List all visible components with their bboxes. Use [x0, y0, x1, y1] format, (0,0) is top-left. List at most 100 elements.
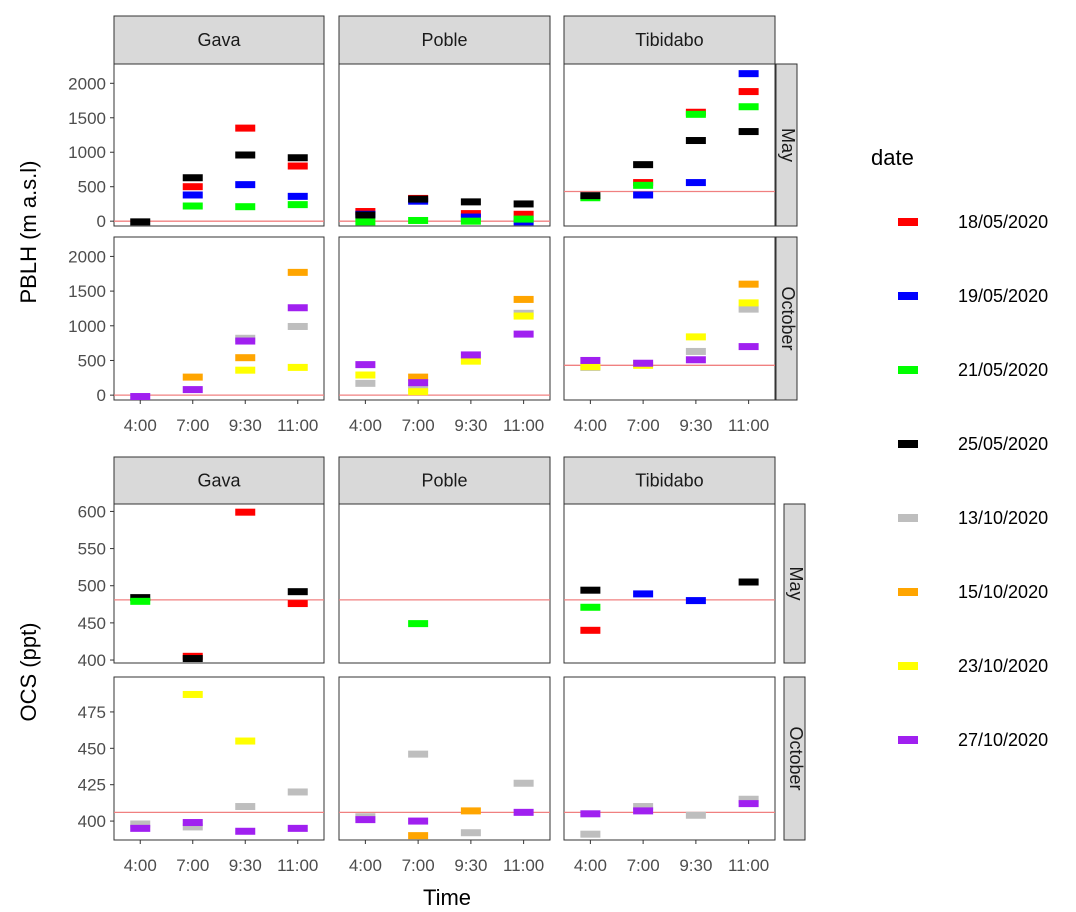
legend-key	[898, 440, 918, 448]
data-point	[130, 820, 151, 828]
row-label-may: May	[786, 566, 806, 600]
data-point	[580, 626, 601, 634]
data-point	[287, 304, 308, 312]
x-tick-label: 11:00	[503, 416, 544, 435]
y-tick-label: 1500	[68, 109, 106, 128]
data-point	[408, 832, 429, 840]
y-tick-label: 0	[97, 212, 106, 231]
legend-label: 18/05/2020	[958, 212, 1048, 232]
data-point	[287, 322, 308, 330]
x-tick-label: 9:30	[229, 416, 262, 435]
data-point	[580, 586, 601, 594]
facet-label-tibidabo: Tibidabo	[635, 471, 703, 491]
legend-label: 23/10/2020	[958, 656, 1048, 676]
data-point	[738, 70, 759, 78]
data-point	[460, 213, 481, 221]
row-label-october: October	[778, 286, 798, 350]
y-axis-title: OCS (ppt)	[16, 622, 41, 721]
data-point	[355, 816, 376, 824]
data-point	[513, 312, 534, 320]
data-point	[287, 588, 308, 596]
data-point	[182, 386, 203, 394]
data-point	[738, 88, 759, 96]
data-point	[182, 191, 203, 199]
data-point	[287, 268, 308, 276]
x-tick-label: 4:00	[349, 416, 382, 435]
x-tick-label: 7:00	[176, 416, 209, 435]
data-point	[130, 824, 151, 832]
data-point	[235, 803, 256, 811]
data-point	[685, 597, 706, 605]
data-point	[182, 690, 203, 698]
data-point	[287, 201, 308, 209]
data-point	[130, 594, 151, 602]
data-point	[685, 347, 706, 355]
data-point	[235, 508, 256, 516]
row-strip-october	[775, 236, 798, 401]
facet-strip-tibidabo	[563, 15, 776, 65]
data-point	[685, 333, 706, 341]
y-tick-label: 450	[78, 739, 106, 758]
data-point	[408, 388, 429, 396]
data-point	[287, 600, 308, 608]
data-point	[685, 811, 706, 819]
data-point	[460, 807, 481, 815]
data-point	[460, 217, 481, 225]
data-point	[235, 203, 256, 211]
data-point	[235, 151, 256, 159]
data-point	[738, 280, 759, 288]
data-point	[738, 800, 759, 808]
data-point	[408, 620, 429, 628]
data-point	[685, 137, 706, 145]
panel-gava-october	[113, 236, 325, 401]
y-tick-label: 0	[97, 386, 106, 405]
row-label-may: May	[778, 128, 798, 162]
panel-poble-may	[338, 503, 551, 664]
legend-label: 13/10/2020	[958, 508, 1048, 528]
x-tick-label: 11:00	[277, 856, 318, 875]
x-tick-label: 7:00	[176, 856, 209, 875]
x-tick-label: 11:00	[503, 856, 544, 875]
data-point	[738, 795, 759, 803]
data-point	[235, 124, 256, 132]
facet-label-gava: Gava	[197, 30, 241, 50]
data-point	[355, 218, 376, 226]
data-point	[738, 299, 759, 307]
data-point	[235, 827, 256, 835]
data-point	[408, 379, 429, 387]
data-point	[182, 174, 203, 182]
x-tick-label: 7:00	[627, 416, 660, 435]
data-point	[287, 154, 308, 162]
x-axis-title: Time	[423, 885, 471, 910]
x-tick-label: 7:00	[402, 416, 435, 435]
legend-key	[898, 514, 918, 522]
x-tick-label: 4:00	[124, 416, 157, 435]
y-tick-label: 500	[78, 577, 106, 596]
data-point	[182, 373, 203, 381]
legend-label: 25/05/2020	[958, 434, 1048, 454]
data-point	[182, 202, 203, 210]
x-tick-label: 4:00	[349, 856, 382, 875]
data-point	[580, 192, 601, 200]
data-point	[287, 192, 308, 200]
x-tick-label: 7:00	[627, 856, 660, 875]
legend-key	[898, 218, 918, 226]
panel-gava-may	[113, 503, 325, 664]
data-point	[513, 295, 534, 303]
x-tick-label: 9:30	[454, 856, 487, 875]
y-tick-label: 500	[78, 178, 106, 197]
y-tick-label: 2000	[68, 247, 106, 266]
data-point	[513, 200, 534, 208]
legend-key	[898, 662, 918, 670]
x-tick-label: 9:30	[229, 856, 262, 875]
data-point	[287, 363, 308, 371]
data-point	[287, 788, 308, 796]
x-tick-label: 4:00	[574, 416, 607, 435]
data-point	[408, 817, 429, 825]
x-tick-label: 11:00	[728, 416, 769, 435]
data-point	[235, 337, 256, 345]
data-point	[408, 750, 429, 758]
data-point	[355, 371, 376, 379]
y-tick-label: 450	[78, 614, 106, 633]
